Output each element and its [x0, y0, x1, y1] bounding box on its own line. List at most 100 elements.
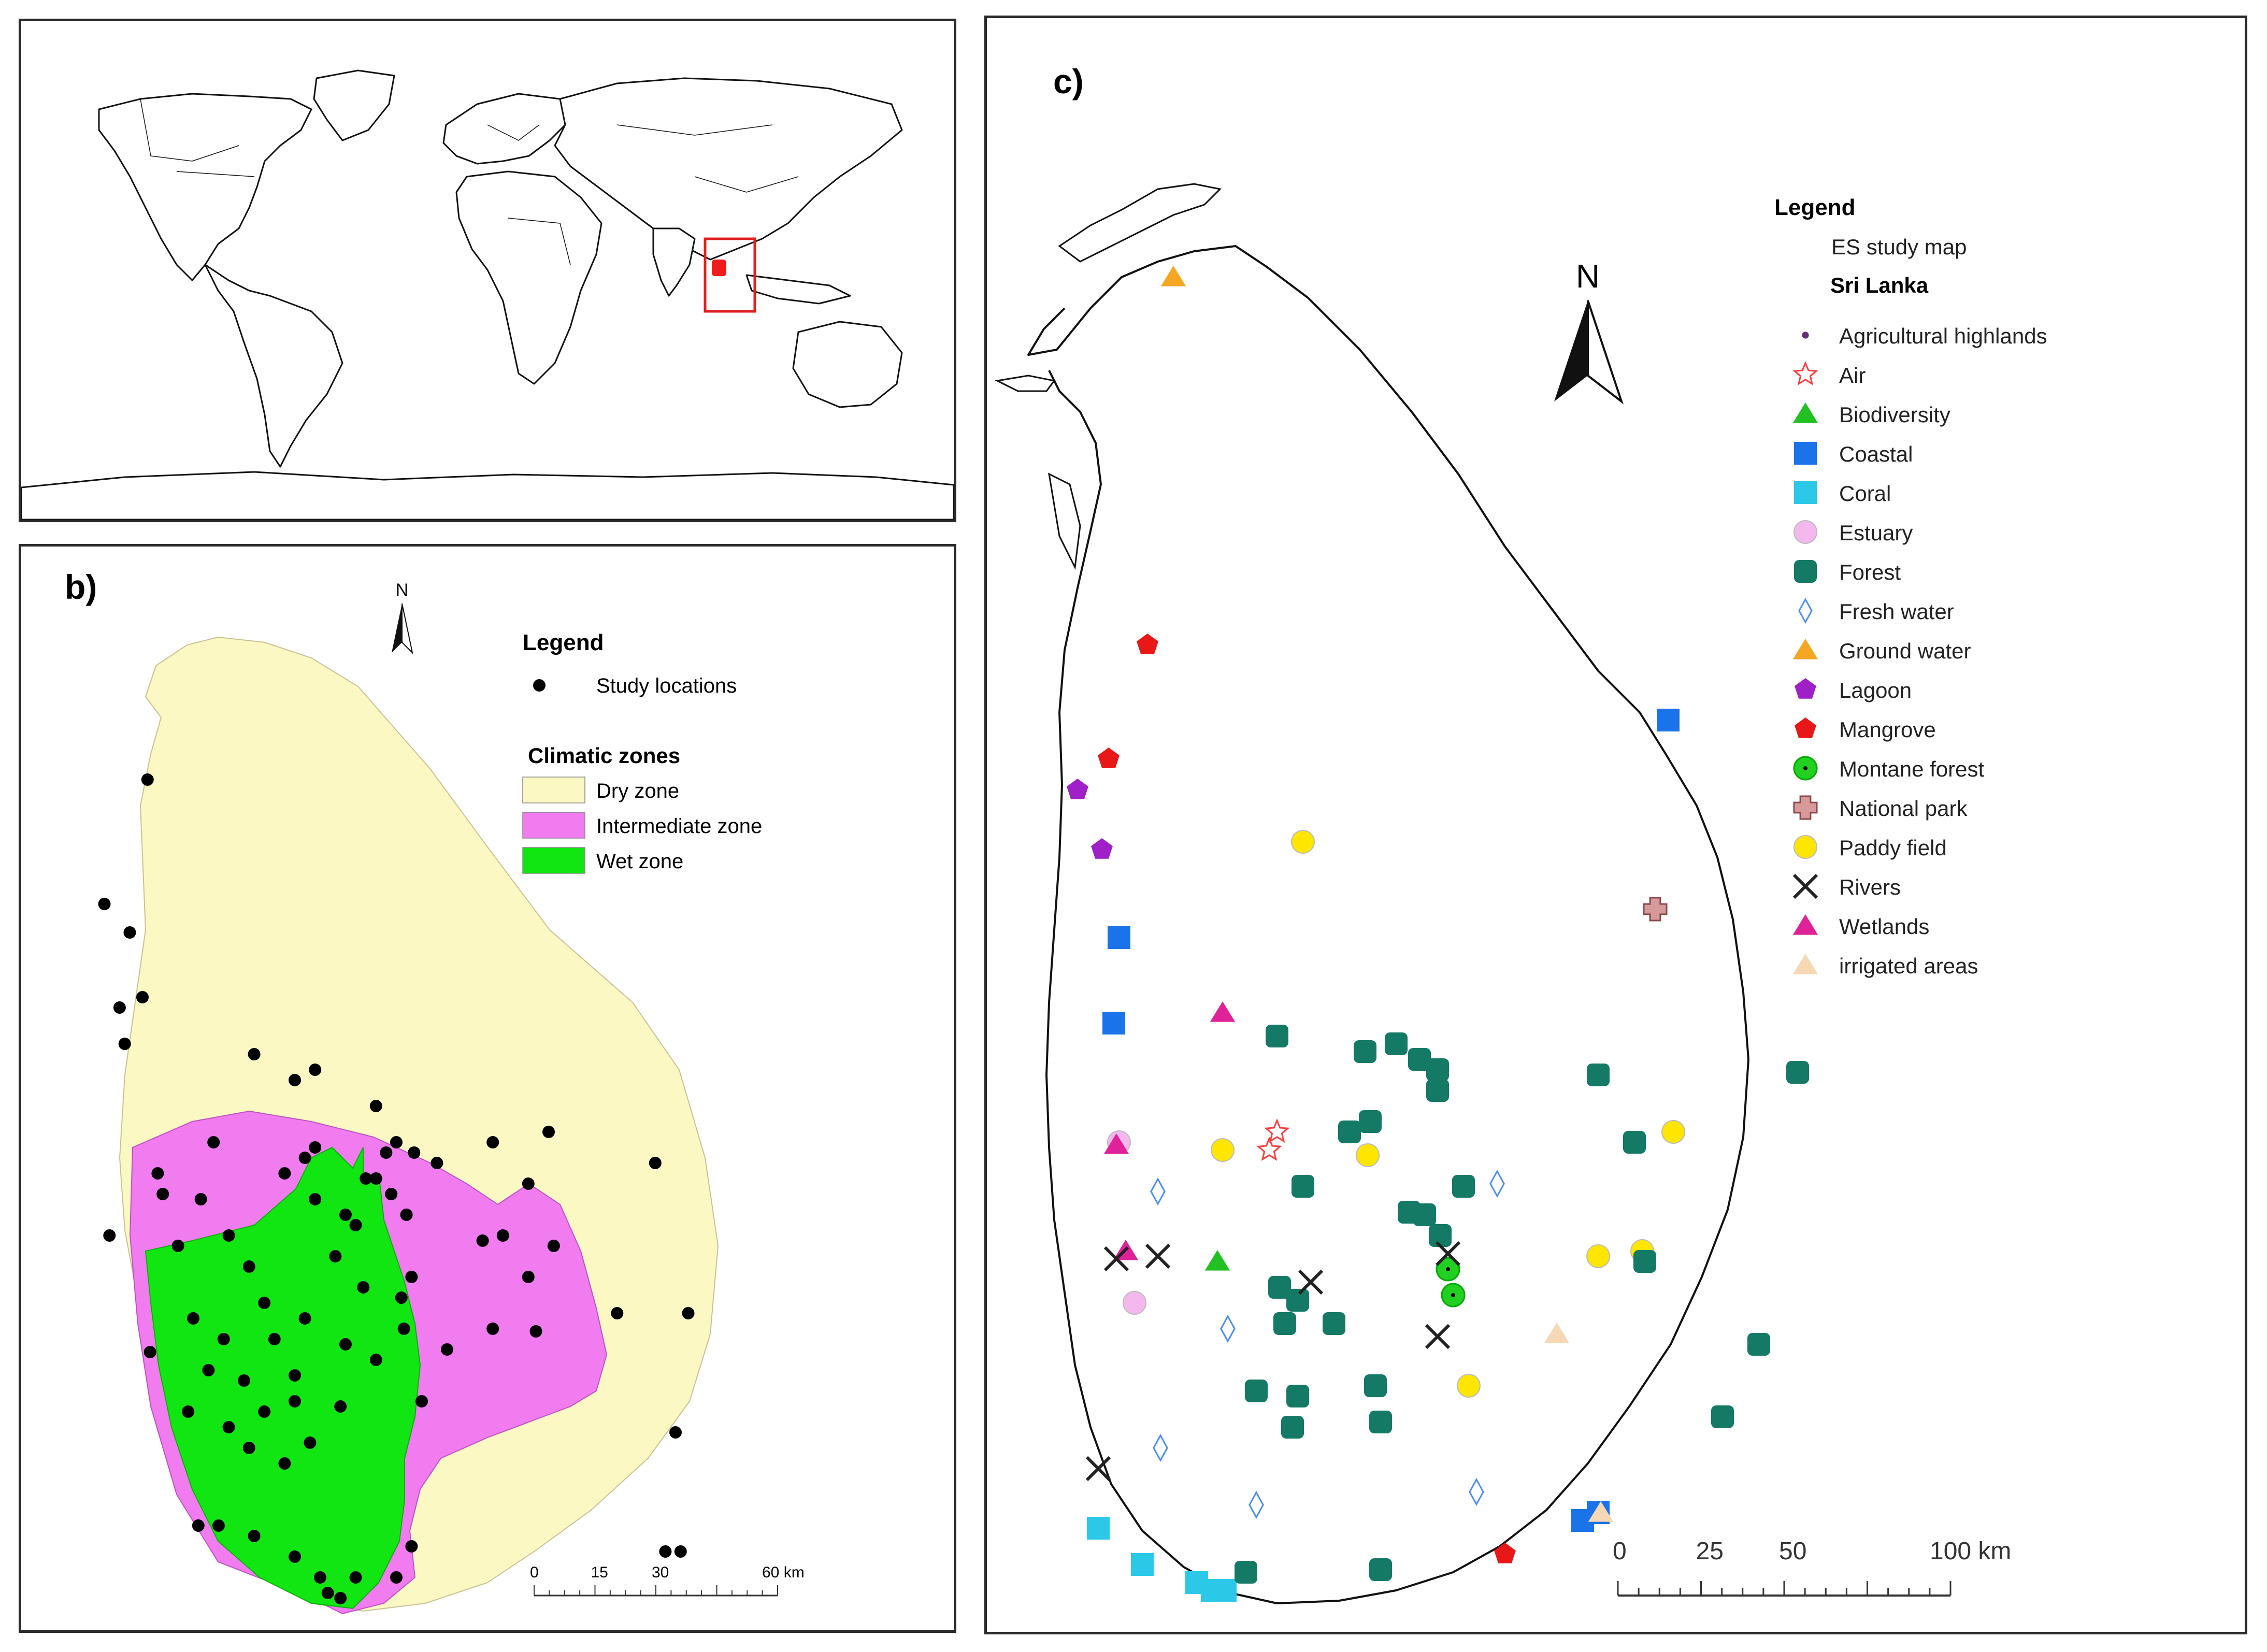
mannar-outline: [995, 375, 1056, 392]
study-location-dot: [268, 1333, 281, 1345]
forest-site-marker: [1623, 1131, 1646, 1154]
legend-biodiversity-icon: [1792, 403, 1818, 423]
legend-item-label: Coastal: [1839, 442, 1913, 466]
study-location-dot: [395, 1291, 408, 1304]
study-location-dot: [400, 1209, 413, 1221]
forest-site-marker: [1369, 1411, 1392, 1433]
forest-site-marker: [1633, 1250, 1656, 1273]
air-site-marker: [1264, 1118, 1290, 1143]
study-location-dot: [547, 1240, 560, 1252]
puttalam-outline: [1048, 472, 1081, 570]
ecosystem-services-map: N Legend ES study map Sri Lanka Agricult…: [995, 183, 2047, 1604]
forest-site-marker: [1338, 1121, 1361, 1143]
study-location-dot: [248, 1048, 261, 1060]
study-location-dot: [278, 1167, 291, 1180]
study-location-dot: [659, 1545, 672, 1558]
legend-item-label: Coral: [1839, 481, 1891, 506]
study-location-dot: [349, 1571, 362, 1584]
study-location-dot: [369, 1172, 382, 1185]
national-park-site-marker: [1643, 897, 1668, 922]
north-label: N: [1576, 257, 1600, 295]
rivers-site-marker: [1103, 1246, 1129, 1272]
study-location-dot: [192, 1519, 205, 1532]
mangrove-site-marker: [1137, 634, 1158, 654]
south-america-outline: [204, 264, 343, 468]
legend-forest-icon: [1794, 560, 1817, 583]
study-location-dot: [397, 1323, 410, 1335]
legend-mangrove-icon: [1795, 717, 1816, 738]
study-location-dot: [194, 1193, 207, 1205]
legend-national-park-icon: [1793, 795, 1818, 820]
legend-item-label: Fresh water: [1839, 599, 1954, 624]
legend-item-label: Montane forest: [1839, 757, 1984, 781]
legend-item-label: Biodiversity: [1839, 403, 1950, 427]
forest-site-marker: [1323, 1312, 1345, 1335]
paddy-field-site-marker: [1356, 1143, 1380, 1167]
panel-b-label: b): [65, 568, 97, 606]
paddy-field-site-marker: [1586, 1244, 1610, 1268]
forest-site-marker: [1268, 1276, 1291, 1299]
study-location-dot: [321, 1587, 334, 1599]
north-america-outline: [98, 93, 312, 281]
study-location-dot: [476, 1234, 489, 1247]
coral-site-marker: [1131, 1553, 1154, 1576]
sri-lanka-outline: [1027, 245, 1749, 1604]
ecosystem-service-sites: [1067, 266, 1809, 1602]
legend-lagoon-icon: [1795, 678, 1816, 699]
rivers-site-marker: [1085, 1456, 1111, 1482]
legend-item-label: Air: [1839, 363, 1866, 387]
wet-zone-area: [145, 1146, 421, 1610]
legend-item-label: Agricultural highlands: [1839, 324, 2047, 348]
world-map: [21, 21, 954, 520]
study-location-dot: [334, 1592, 347, 1604]
wetlands-site-marker: [1103, 1133, 1129, 1154]
study-location-dot: [187, 1312, 199, 1325]
coastal-site-marker: [1657, 709, 1680, 731]
zone-swatch: [522, 777, 585, 803]
study-location-dot: [542, 1126, 555, 1138]
study-location-dot: [611, 1307, 624, 1319]
africa-outline: [455, 170, 602, 385]
forest-site-marker: [1364, 1374, 1387, 1397]
montane-forest-site-marker: [1441, 1283, 1466, 1308]
study-location-dot: [486, 1136, 499, 1148]
study-location-dot: [334, 1400, 347, 1413]
study-location-dot: [248, 1530, 261, 1542]
study-location-dot: [349, 1219, 362, 1231]
legend-item-label: Lagoon: [1839, 678, 1912, 702]
forest-site-marker: [1786, 1061, 1809, 1084]
north-arrow-icon: [1554, 300, 1624, 405]
study-location-dot: [369, 1100, 382, 1112]
legend-item-label: Paddy field: [1839, 836, 1947, 860]
study-location-dot: [486, 1323, 499, 1335]
study-location-dot: [123, 926, 136, 939]
paddy-field-site-marker: [1457, 1374, 1481, 1398]
forest-site-marker: [1426, 1058, 1449, 1081]
study-location-dot: [339, 1209, 352, 1221]
legend-item-label: Estuary: [1839, 521, 1913, 545]
forest-site-marker: [1235, 1561, 1257, 1584]
paddy-field-site-marker: [1211, 1138, 1235, 1162]
mangrove-site-marker: [1098, 748, 1120, 768]
forest-site-marker: [1369, 1558, 1392, 1581]
forest-site-marker: [1292, 1175, 1314, 1198]
study-location-dot: [360, 1172, 372, 1185]
legend-rivers-icon: [1792, 873, 1818, 899]
climatic-zone-map: N Legend Study locations Climatic zones …: [98, 580, 805, 1615]
lagoon-site-marker: [1067, 779, 1088, 799]
coral-site-marker: [1214, 1579, 1237, 1602]
study-location-dot: [136, 991, 149, 1003]
scale-tick-label: 60 km: [762, 1564, 805, 1581]
jaffna-peninsula-outline: [1058, 183, 1222, 263]
study-location-dot: [103, 1229, 116, 1242]
legend-item-label: Wetlands: [1839, 914, 1929, 939]
legend-coastal-icon: [1794, 442, 1817, 465]
study-location-dot: [369, 1354, 382, 1366]
irrigated-areas-site-marker: [1544, 1323, 1570, 1343]
study-location-dot: [669, 1426, 682, 1439]
forest-site-marker: [1413, 1203, 1436, 1226]
study-location-dot: [405, 1540, 418, 1553]
rivers-site-marker: [1425, 1324, 1451, 1349]
scale-tick-label: 0: [1613, 1538, 1627, 1565]
rivers-site-marker: [1435, 1241, 1461, 1267]
